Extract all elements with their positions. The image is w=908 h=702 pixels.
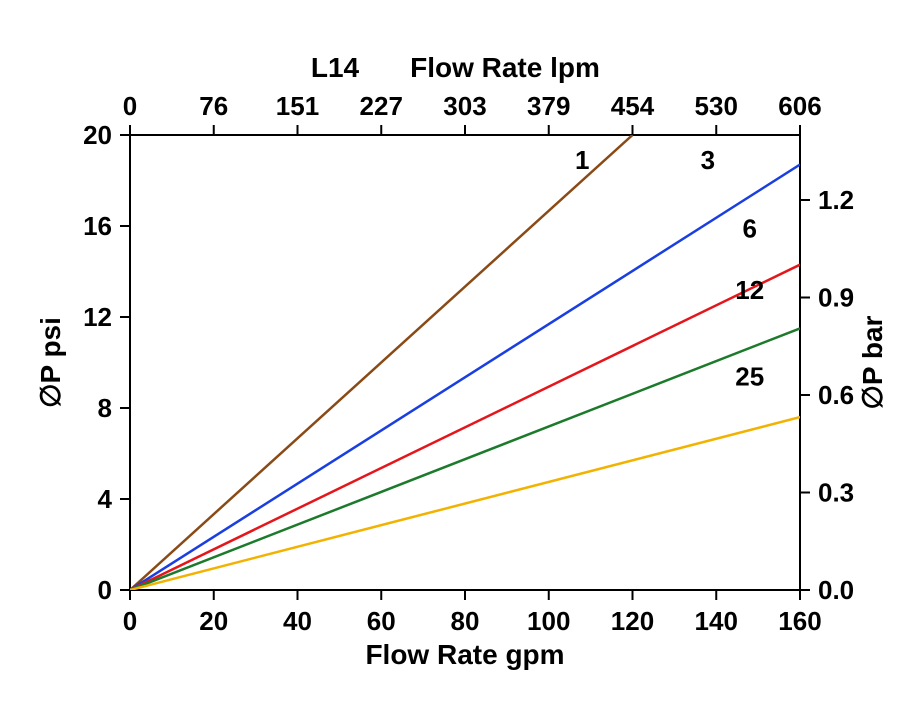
xtick-label: 0 <box>123 606 137 636</box>
ytick-left-label: 8 <box>98 393 112 423</box>
xtick-label: 120 <box>611 606 654 636</box>
xtick-top-label: 606 <box>778 91 821 121</box>
xtick-label: 100 <box>527 606 570 636</box>
xtick-label: 40 <box>283 606 312 636</box>
series-label: 6 <box>743 213 757 243</box>
ytick-right-label: 0.0 <box>818 575 854 605</box>
ytick-left-label: 20 <box>83 120 112 150</box>
xtick-label: 20 <box>199 606 228 636</box>
series-label: 3 <box>701 145 715 175</box>
xtick-top-label: 454 <box>611 91 655 121</box>
y-axis-title-right: ∅P bar <box>857 315 888 409</box>
model-label: L14 <box>311 52 360 83</box>
ytick-left-label: 4 <box>98 484 113 514</box>
xtick-label: 160 <box>778 606 821 636</box>
ytick-left-label: 12 <box>83 302 112 332</box>
y-axis-title-left: ∅P psi <box>35 317 66 408</box>
series-label: 1 <box>575 145 589 175</box>
ytick-right-label: 0.9 <box>818 283 854 313</box>
ytick-left-label: 0 <box>98 575 112 605</box>
ytick-right-label: 0.6 <box>818 380 854 410</box>
xtick-top-label: 303 <box>443 91 486 121</box>
ytick-right-label: 1.2 <box>818 185 854 215</box>
xtick-label: 140 <box>695 606 738 636</box>
xtick-top-label: 0 <box>123 91 137 121</box>
xtick-top-label: 151 <box>276 91 319 121</box>
x-axis-title-top: Flow Rate lpm <box>410 52 600 83</box>
xtick-top-label: 530 <box>695 91 738 121</box>
series-label: 12 <box>735 275 764 305</box>
xtick-label: 80 <box>451 606 480 636</box>
xtick-top-label: 227 <box>360 91 403 121</box>
ytick-left-label: 16 <box>83 211 112 241</box>
xtick-top-label: 379 <box>527 91 570 121</box>
pressure-drop-chart: 0204060801001201401600761512273033794545… <box>0 0 908 702</box>
series-label: 25 <box>735 361 764 391</box>
ytick-right-label: 0.3 <box>818 478 854 508</box>
x-axis-title-bottom: Flow Rate gpm <box>365 639 564 670</box>
xtick-top-label: 76 <box>199 91 228 121</box>
xtick-label: 60 <box>367 606 396 636</box>
